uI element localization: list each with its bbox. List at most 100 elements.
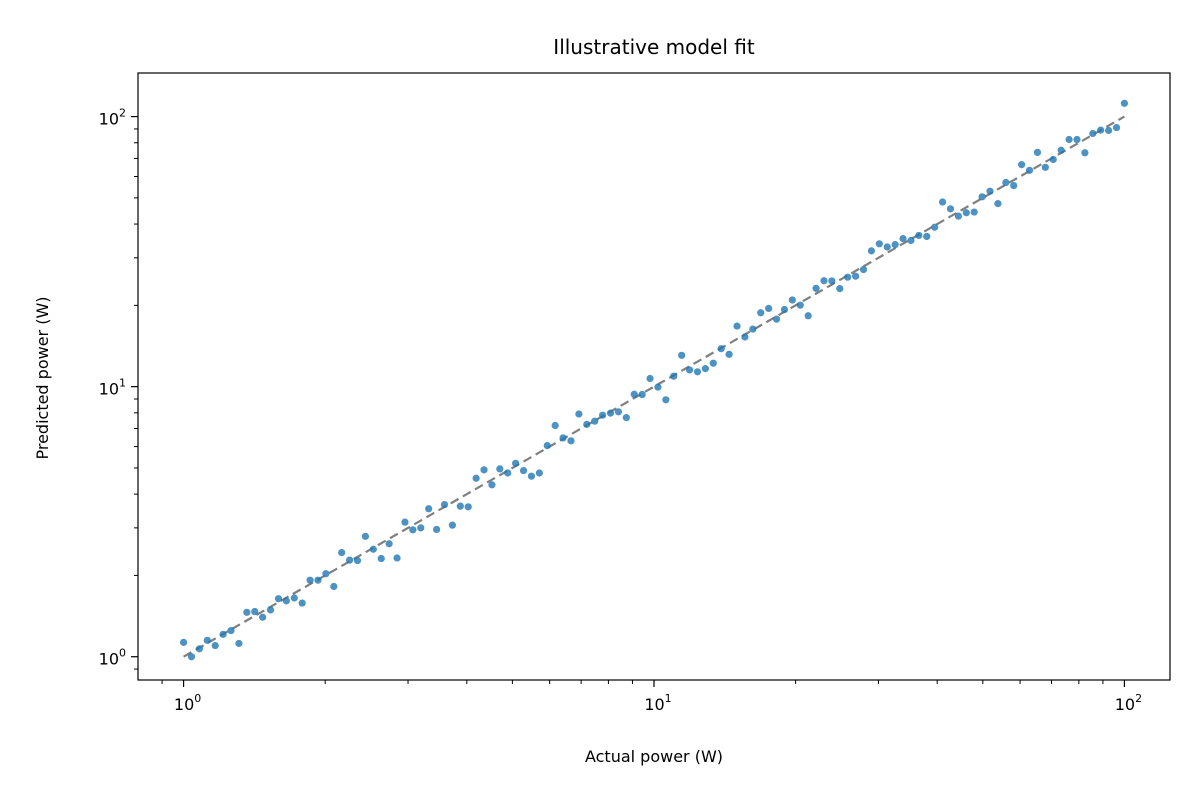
data-point — [757, 309, 765, 317]
data-point — [1018, 161, 1026, 169]
data-point — [259, 613, 267, 621]
data-point — [701, 365, 709, 373]
data-point — [599, 411, 607, 419]
tick-base: 10 — [99, 110, 119, 129]
data-point — [946, 205, 955, 213]
tick-exponent: 0 — [119, 647, 126, 660]
tick-base: 10 — [644, 695, 664, 714]
data-point — [377, 554, 385, 563]
tick-base: 10 — [99, 650, 119, 669]
data-point — [606, 409, 615, 417]
x-tick-label: 102 — [1115, 692, 1142, 714]
data-point — [693, 368, 702, 376]
data-point — [432, 525, 441, 534]
data-point — [535, 469, 543, 477]
data-point — [1041, 163, 1049, 171]
y-tick-label: 102 — [99, 107, 126, 129]
data-point — [1002, 178, 1010, 187]
x-axis-label: Actual power (W) — [585, 747, 723, 766]
data-point — [298, 599, 306, 607]
data-point — [496, 465, 504, 473]
data-point — [875, 240, 883, 248]
data-point — [867, 247, 876, 255]
data-point — [409, 526, 417, 534]
data-point — [646, 374, 654, 383]
data-point — [251, 607, 259, 616]
data-point — [1081, 149, 1089, 157]
data-point — [907, 236, 915, 245]
data-point — [425, 505, 433, 513]
tick-exponent: 0 — [194, 692, 201, 705]
data-point — [986, 187, 994, 195]
data-point — [954, 212, 962, 220]
data-point — [891, 241, 899, 249]
data-point — [994, 200, 1002, 208]
data-point — [187, 653, 196, 661]
data-point — [322, 570, 330, 578]
data-point — [1089, 129, 1097, 138]
data-point — [812, 284, 820, 292]
data-point — [685, 366, 694, 374]
tick-base: 10 — [99, 380, 119, 399]
data-point — [741, 333, 749, 341]
data-point — [575, 410, 583, 418]
data-point — [361, 532, 370, 540]
data-point — [662, 396, 670, 404]
data-point — [448, 521, 456, 529]
data-point — [504, 469, 512, 477]
tick-base: 10 — [1115, 695, 1135, 714]
y-tick-label: 100 — [99, 647, 126, 669]
data-point — [931, 223, 939, 231]
data-point — [488, 481, 496, 489]
plot-area — [179, 99, 1129, 661]
data-point — [725, 350, 733, 358]
data-point — [330, 582, 338, 591]
data-point — [282, 597, 290, 605]
data-point — [828, 277, 836, 285]
data-point — [567, 437, 575, 445]
data-point — [393, 554, 401, 562]
data-point — [583, 420, 591, 428]
data-point — [638, 390, 646, 399]
data-point — [1073, 135, 1081, 144]
data-point — [1105, 126, 1113, 135]
data-point — [883, 243, 891, 251]
data-point — [211, 641, 219, 650]
tick-exponent: 2 — [1135, 692, 1142, 705]
data-point — [749, 325, 757, 333]
data-point — [1010, 181, 1018, 190]
tick-exponent: 1 — [119, 377, 126, 390]
data-point — [962, 209, 970, 217]
data-point — [417, 524, 425, 532]
data-point — [1112, 123, 1121, 132]
data-point — [235, 639, 243, 648]
data-point — [338, 548, 346, 557]
data-point — [1097, 126, 1105, 134]
data-point — [1033, 148, 1042, 157]
data-point — [369, 545, 377, 553]
data-point — [1120, 99, 1129, 107]
tick-base: 10 — [174, 695, 194, 714]
data-point — [678, 351, 686, 359]
data-point — [899, 234, 907, 243]
data-point — [836, 285, 844, 293]
y-tick-label: 101 — [99, 377, 126, 399]
data-point — [844, 273, 852, 281]
data-point — [440, 500, 449, 509]
data-point — [195, 645, 203, 653]
data-point — [1065, 135, 1073, 144]
data-point — [385, 540, 393, 548]
data-point — [915, 231, 923, 240]
data-point — [519, 466, 528, 475]
data-point — [203, 636, 211, 644]
data-point — [630, 390, 638, 398]
data-point — [512, 459, 520, 467]
data-point — [733, 322, 741, 330]
data-point — [923, 232, 931, 241]
data-point — [346, 556, 354, 564]
data-point — [243, 608, 251, 616]
x-tick-label: 100 — [174, 692, 201, 714]
data-point — [527, 472, 536, 480]
